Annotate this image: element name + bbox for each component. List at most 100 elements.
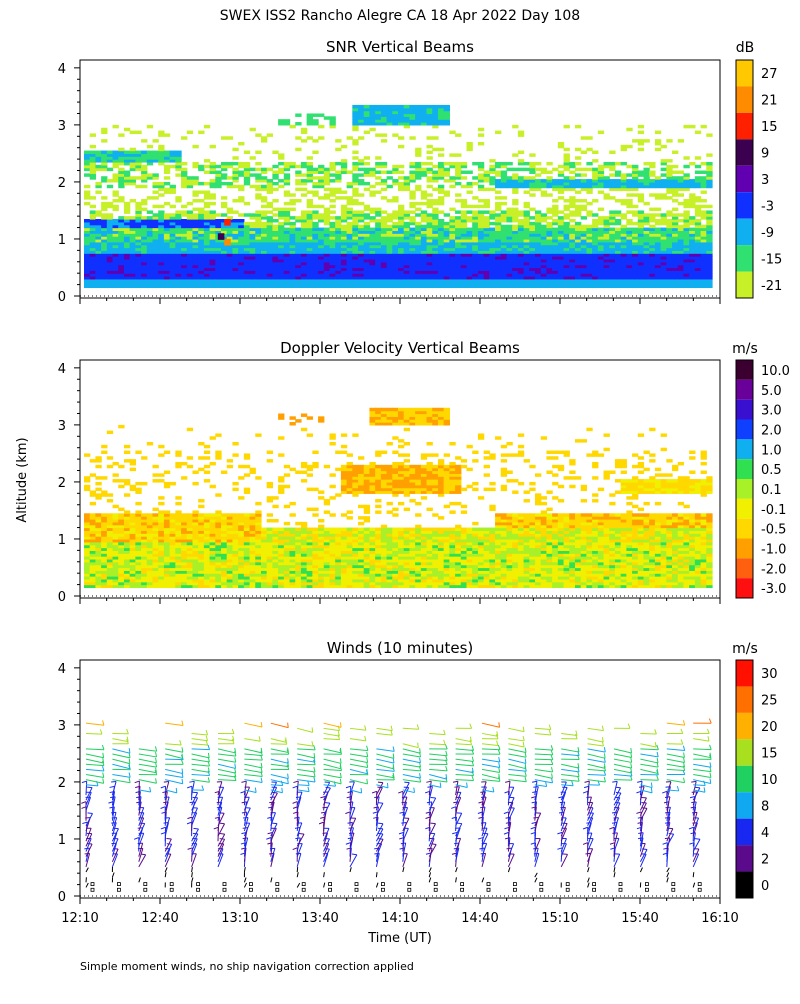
snr-cell	[232, 156, 238, 159]
doppler-cell	[107, 513, 113, 516]
doppler-cell	[135, 451, 141, 454]
snr-cell	[153, 139, 159, 142]
snr-cell	[506, 162, 512, 165]
snr-cell	[672, 171, 678, 174]
snr-cell	[398, 171, 404, 174]
snr-cell	[512, 153, 518, 156]
snr-cell	[569, 171, 575, 174]
doppler-cell	[118, 465, 124, 468]
snr-cell	[392, 210, 398, 213]
snr-cell	[227, 182, 233, 185]
snr-cell	[238, 162, 244, 165]
snr-cell	[153, 190, 159, 193]
snr-cell	[444, 105, 450, 108]
snr-cell	[621, 173, 627, 176]
snr-cell	[278, 162, 284, 165]
doppler-cell	[101, 476, 107, 479]
snr-cell	[683, 156, 689, 159]
snr-cell	[604, 216, 610, 219]
snr-cell	[489, 228, 495, 231]
snr-cell	[478, 199, 484, 202]
snr-cell	[261, 136, 267, 139]
snr-cell	[113, 205, 119, 208]
snr-cell	[90, 196, 96, 199]
snr-cell	[347, 182, 353, 185]
snr-cell	[581, 199, 587, 202]
snr-cell	[267, 216, 273, 219]
snr-cell	[689, 228, 695, 231]
snr-cell	[124, 128, 130, 131]
snr-cell	[564, 153, 570, 156]
snr-cell	[341, 159, 347, 162]
snr-cell	[421, 202, 427, 205]
snr-cell	[689, 125, 695, 128]
snr-cell	[130, 216, 136, 219]
snr-cell	[153, 151, 159, 154]
snr-cell	[421, 162, 427, 165]
snr-cell	[130, 148, 136, 151]
snr-cell	[575, 199, 581, 202]
snr-cell	[706, 133, 712, 136]
snr-cell	[501, 210, 507, 213]
snr-cell	[455, 210, 461, 213]
snr-cell	[210, 145, 216, 148]
snr-cell	[666, 159, 672, 162]
snr-cell	[290, 193, 296, 196]
doppler-cell	[107, 465, 113, 468]
snr-cell	[358, 159, 364, 162]
snr-cell	[255, 133, 261, 136]
snr-cell	[575, 148, 581, 151]
snr-cell	[218, 233, 225, 240]
snr-cell	[84, 151, 90, 154]
snr-cell	[381, 171, 387, 174]
snr-cell	[295, 171, 301, 174]
snr-cell	[250, 222, 256, 225]
snr-panel-title: SNR Vertical Beams	[326, 38, 474, 56]
doppler-cell	[107, 493, 113, 496]
snr-cell	[352, 199, 358, 202]
snr-cell	[261, 168, 267, 171]
snr-cell	[381, 139, 387, 142]
snr-cell	[649, 171, 655, 174]
doppler-cell	[95, 493, 101, 496]
doppler-cell	[158, 473, 164, 476]
snr-cell	[135, 131, 141, 134]
snr-cell	[107, 168, 113, 171]
snr-cell	[101, 139, 107, 142]
snr-cell	[261, 210, 267, 213]
snr-cell	[438, 196, 444, 199]
snr-cell	[392, 196, 398, 199]
doppler-cell	[107, 499, 113, 502]
snr-cell	[95, 182, 101, 185]
doppler-cell	[141, 482, 147, 485]
snr-cell	[135, 151, 141, 154]
snr-cell	[529, 153, 535, 156]
doppler-cell	[153, 508, 159, 511]
snr-cell	[661, 159, 667, 162]
snr-cell	[706, 153, 712, 156]
snr-cell	[541, 179, 547, 182]
snr-x-axis	[80, 298, 720, 304]
snr-cell	[438, 185, 444, 188]
snr-cell	[347, 136, 353, 139]
snr-cell	[683, 125, 689, 128]
snr-cell	[324, 188, 330, 191]
doppler-cell	[187, 513, 193, 516]
snr-cell	[626, 199, 632, 202]
snr-cell	[369, 228, 375, 231]
doppler-cell	[198, 505, 204, 508]
snr-cell	[518, 151, 524, 154]
doppler-cell	[124, 510, 130, 513]
colorbar-swatch	[736, 139, 753, 165]
doppler-cell	[210, 513, 216, 516]
doppler-cell	[210, 436, 216, 439]
snr-cell	[204, 190, 210, 193]
snr-cell	[467, 171, 473, 174]
snr-cell	[312, 119, 318, 122]
doppler-cell	[95, 465, 101, 468]
snr-cell	[427, 193, 433, 196]
snr-cell	[290, 208, 296, 211]
doppler-cell	[84, 513, 90, 516]
snr-cell	[586, 148, 592, 151]
snr-cell	[232, 148, 238, 151]
